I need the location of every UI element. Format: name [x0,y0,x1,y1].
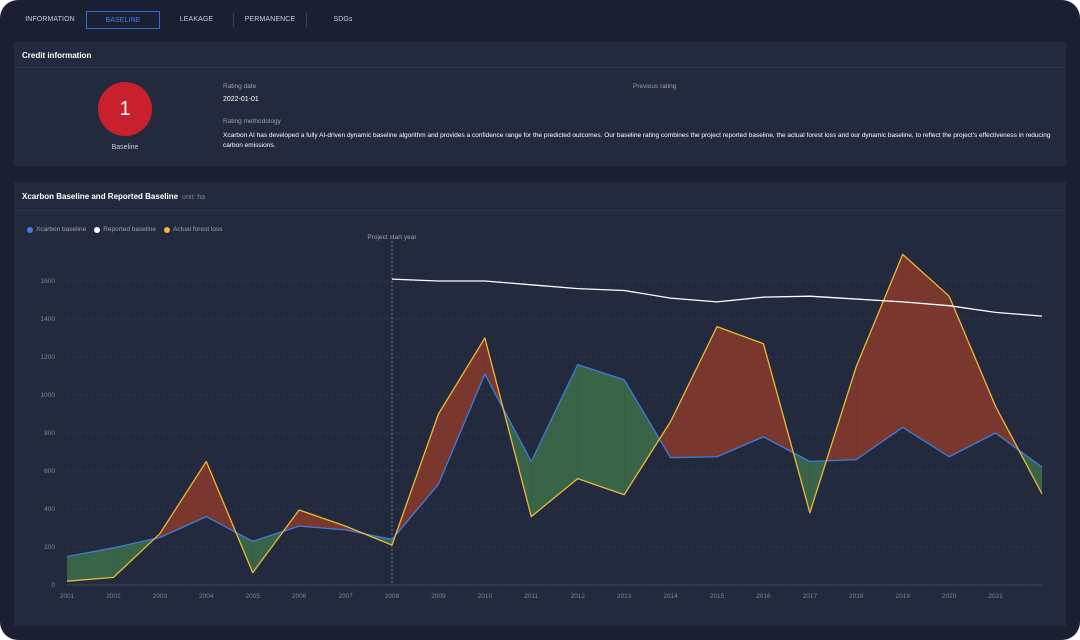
legend-label: Xcarbon baseline [36,226,87,233]
area-fill [856,254,903,460]
x-tick-label: 2004 [199,593,214,600]
x-tick-label: 2005 [245,593,260,600]
area-fill [949,296,996,457]
area-fill [577,364,625,495]
baseline-chart: 0 200 400 600 800 1000 1200 1400 1600 2001 2002 200… [41,234,1043,600]
project-start-label: Project start year [367,234,417,241]
previous-rating-label: Previous rating [633,83,677,90]
area-fill [902,254,950,457]
legend-label: Actual forest loss [173,226,223,233]
series-line-xcarbon-baseline [66,363,1043,558]
legend-item-reported[interactable]: Reported baseline [94,226,156,233]
area-fill [670,326,717,458]
tab-baseline[interactable]: BASELINE [86,11,160,29]
x-tick-label: 2013 [617,593,632,600]
area-fill [717,326,764,457]
y-tick-label: 400 [44,506,55,513]
y-tick-label: 1000 [41,392,56,399]
panel-divider [14,210,1066,211]
tab-permanence[interactable]: PERMANENCE [244,16,296,23]
y-tick-label: 800 [44,430,55,437]
x-tick-label: 2008 [385,593,400,600]
area-fill [659,421,671,458]
x-tick-label: 2007 [338,593,353,600]
x-tick-label: 2016 [756,593,771,600]
rating-caption: Baseline [111,144,139,151]
y-tick-label: 1400 [41,316,56,323]
x-tick-label: 2019 [895,593,910,600]
x-tick-label: 2002 [106,593,121,600]
legend-dot-icon [164,226,170,233]
area-fill [235,532,253,573]
x-tick-label: 2011 [524,593,538,600]
legend-label: Reported baseline [103,226,156,233]
baseline-chart-panel: Xcarbon Baseline and Reported Baseline un… [14,182,1066,626]
rating-date-value: 2022-01-01 [223,96,259,103]
y-tick-label: 200 [44,544,55,551]
chart-title: Xcarbon Baseline and Reported Baseline un… [22,192,205,201]
rating-date-label: Rating date [223,83,257,90]
y-tick-label: 600 [44,468,55,475]
series-line-reported-baseline [391,278,1043,317]
x-tick-label: 2009 [431,593,446,600]
x-tick-label: 2017 [803,593,818,600]
chart-unit: unit: ha [182,194,206,201]
x-tick-label: 2015 [710,593,725,600]
area-fill [113,538,155,578]
y-tick-label: 1200 [41,354,56,361]
area-fill [624,379,660,495]
tab-information[interactable]: INFORMATION [25,16,75,23]
credit-info-title: Credit information [22,51,92,60]
panel-divider [14,67,1066,68]
area-fill [67,547,114,582]
legend-item-xcarbon[interactable]: Xcarbon baseline [27,226,86,233]
x-tick-label: 2006 [292,593,307,600]
x-tick-label: 2010 [478,593,493,600]
tab-leakage[interactable]: LEAKAGE [179,16,214,23]
x-tick-label: 2020 [942,593,957,600]
rating-methodology-text: Xcarbon AI has developed a fully AI-driv… [223,132,1051,149]
tab-divider [306,13,307,27]
x-tick-label: 2014 [663,593,678,600]
legend-item-actual[interactable]: Actual forest loss [164,226,223,233]
tab-sdgs[interactable]: SDGs [333,16,353,23]
chart-title-text: Xcarbon Baseline and Reported Baseline [22,192,179,201]
legend-dot-icon [94,226,101,233]
area-fill [438,338,485,485]
x-tick-label: 2021 [988,593,1003,600]
tab-bar: INFORMATION BASELINE LEAKAGE PERMANENCE … [14,10,379,30]
x-tick-label: 2003 [153,593,168,600]
area-fill [531,364,578,517]
area-fill [252,531,284,573]
x-tick-label: 2001 [60,593,75,600]
x-tick-label: 2018 [849,593,864,600]
chart-legend: Xcarbon baseline Reported baseline Actua… [27,226,223,233]
y-tick-label: 0 [51,582,55,589]
area-fill [345,526,365,534]
x-tick-label: 2012 [570,593,585,600]
credit-info-panel: Credit information 1 Baseline Rating dat… [14,42,1066,166]
y-tick-label: 1600 [41,278,56,285]
rating-badge: 1 [98,82,152,136]
area-fill [299,509,346,530]
series-line-actual-forest-loss [66,253,1043,582]
rating-methodology-label: Rating methodology [223,118,281,125]
tab-divider [233,13,234,27]
legend-dot-icon [27,226,33,233]
